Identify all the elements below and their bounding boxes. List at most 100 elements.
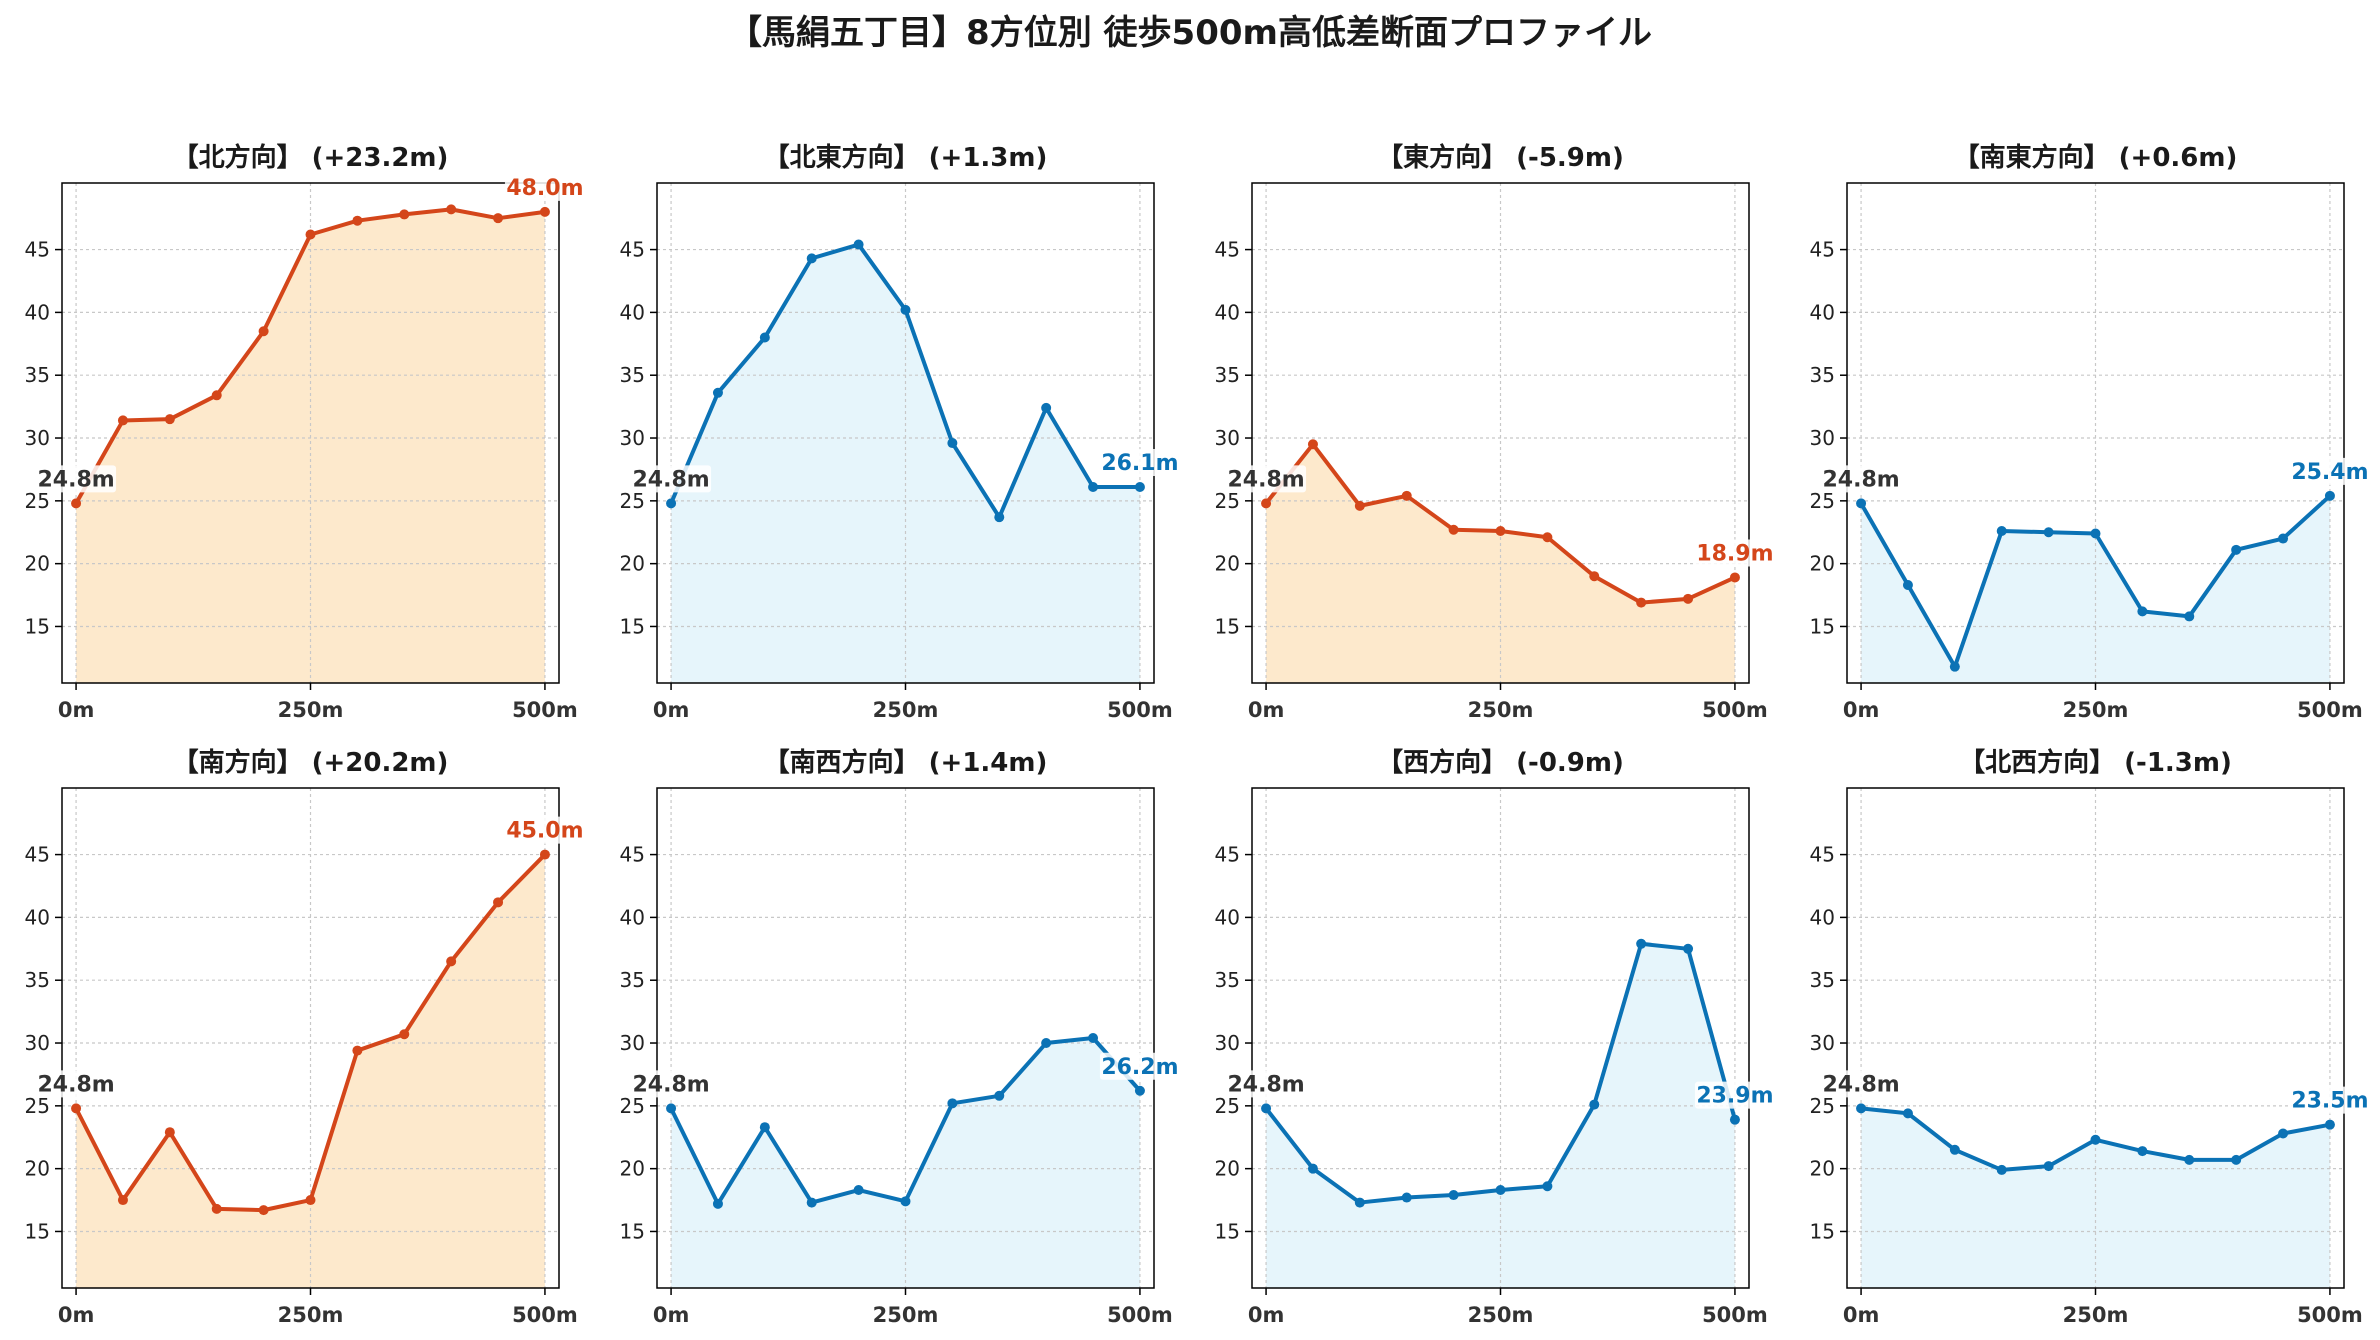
x-tick-label: 500m [1702, 1303, 1768, 1327]
data-point [117, 1195, 128, 1206]
y-tick-label: 15 [1215, 614, 1240, 638]
data-point [352, 1045, 363, 1056]
y-tick-label: 20 [25, 1157, 50, 1181]
data-point [1902, 580, 1913, 591]
data-point [399, 1029, 410, 1040]
data-point [1307, 439, 1318, 450]
area-fill [671, 1038, 1140, 1288]
data-point [1448, 1190, 1459, 1201]
data-point [399, 209, 410, 220]
data-point [806, 253, 817, 264]
data-point [2090, 528, 2101, 539]
y-tick-label: 25 [1215, 489, 1240, 513]
data-point [759, 332, 770, 343]
data-point [2324, 1119, 2335, 1130]
data-point [853, 239, 864, 250]
data-point [211, 1203, 222, 1214]
panel-title: 【北西方向】 (-1.3m) [1959, 747, 2232, 778]
y-tick-label: 20 [620, 552, 645, 576]
x-tick-label: 500m [2297, 698, 2363, 722]
data-point [539, 849, 550, 860]
data-point [1683, 593, 1694, 604]
profile-chart-0: 【北方向】 (+23.2m) 15 20 25 30 35 40 45 0m 250m 500m 24… [25, 142, 585, 722]
y-tick-label: 25 [1215, 1094, 1240, 1118]
data-point [2043, 1161, 2054, 1172]
x-tick-label: 250m [873, 698, 939, 722]
panel-title: 【東方向】 (-5.9m) [1377, 142, 1624, 173]
y-tick-label: 40 [620, 300, 645, 324]
data-point [1041, 402, 1052, 413]
start-label-background [1226, 1070, 1307, 1098]
profile-chart-4: 【南方向】 (+20.2m) 15 20 25 30 35 40 45 0m 250m 500m 24… [25, 747, 585, 1327]
x-tick-label: 250m [2063, 698, 2129, 722]
start-label-background [631, 465, 712, 493]
data-point [258, 326, 269, 337]
data-point [1636, 938, 1647, 949]
y-tick-label: 30 [1215, 1031, 1240, 1055]
data-point [1261, 1103, 1272, 1114]
data-point [666, 498, 677, 509]
y-tick-label: 40 [1810, 905, 1835, 929]
data-point [1134, 482, 1145, 493]
start-value-label: 24.8m [1822, 467, 1899, 492]
data-point [994, 512, 1005, 523]
start-label-background [1821, 1070, 1902, 1098]
profile-chart-6: 【西方向】 (-0.9m) 15 20 25 30 35 40 45 0m 250m 500m 24.… [1215, 747, 1775, 1327]
x-tick-label: 500m [512, 1303, 578, 1327]
data-point [712, 387, 723, 398]
panel-title: 【南西方向】 (+1.4m) [764, 747, 1048, 778]
data-point [947, 1098, 958, 1109]
data-point [1589, 1099, 1600, 1110]
y-tick-label: 45 [620, 843, 645, 867]
data-point [1088, 1033, 1099, 1043]
data-point [1636, 597, 1647, 608]
start-label-background [1226, 465, 1307, 493]
x-tick-label: 0m [1248, 1303, 1285, 1327]
end-label-background [1099, 1052, 1180, 1080]
y-tick-label: 20 [1810, 552, 1835, 576]
end-value-label: 48.0m [506, 176, 583, 201]
x-tick-label: 500m [512, 698, 578, 722]
y-tick-label: 30 [25, 426, 50, 450]
data-point [493, 213, 504, 224]
start-value-label: 24.8m [632, 467, 709, 492]
data-point [2137, 1146, 2148, 1157]
start-value-label: 24.8m [37, 1072, 114, 1097]
y-tick-label: 30 [25, 1031, 50, 1055]
data-point [1949, 661, 1960, 672]
y-tick-label: 45 [25, 238, 50, 262]
y-tick-label: 25 [1810, 489, 1835, 513]
end-value-label: 25.4m [2291, 460, 2368, 485]
data-point [211, 390, 222, 401]
end-label-background [1694, 1081, 1775, 1109]
data-point [1856, 498, 1867, 509]
x-tick-label: 500m [1702, 698, 1768, 722]
x-tick-label: 0m [1843, 698, 1880, 722]
data-point [71, 498, 82, 509]
data-point [117, 415, 128, 426]
end-value-label: 45.0m [506, 819, 583, 844]
end-label-background [2289, 457, 2370, 485]
profile-chart-1: 【北東方向】 (+1.3m) 15 20 25 30 35 40 45 0m 250m 500m 24… [620, 142, 1180, 722]
y-tick-label: 45 [620, 238, 645, 262]
chart-main-title: 【馬絹五丁目】8方位別 徒歩500m高低差断面プロファイル [728, 13, 1652, 53]
y-tick-label: 30 [620, 1031, 645, 1055]
start-label-background [36, 465, 117, 493]
data-point [305, 1195, 316, 1206]
data-point [493, 897, 504, 908]
x-tick-label: 500m [2297, 1303, 2363, 1327]
y-tick-label: 15 [620, 1219, 645, 1243]
profile-chart-7: 【北西方向】 (-1.3m) 15 20 25 30 35 40 45 0m 250m 500m 24… [1810, 747, 2370, 1327]
data-point [2231, 544, 2242, 555]
x-tick-label: 500m [1107, 1303, 1173, 1327]
data-point [1589, 571, 1600, 582]
panel-title: 【北東方向】 (+1.3m) [764, 142, 1048, 173]
data-point [2184, 1154, 2195, 1165]
data-point [1495, 525, 1506, 536]
y-tick-label: 35 [1215, 363, 1240, 387]
area-fill [76, 854, 545, 1288]
start-value-label: 24.8m [37, 467, 114, 492]
data-point [759, 1122, 770, 1133]
y-tick-label: 35 [620, 363, 645, 387]
y-tick-label: 45 [25, 843, 50, 867]
